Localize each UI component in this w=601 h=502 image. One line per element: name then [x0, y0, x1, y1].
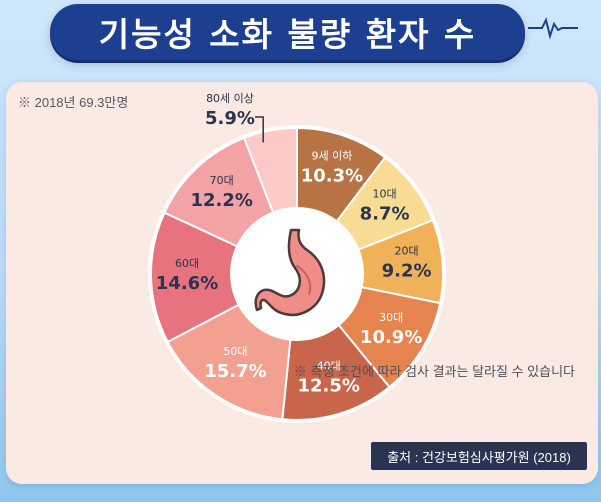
- source-badge: 출처 : 건강보험심사평가원 (2018): [371, 442, 587, 470]
- measurement-footnote: ※ 측정 조건에 따라 검사 결과는 달라질 수 있습니다: [293, 364, 575, 379]
- slice-category-label: 70대: [210, 174, 234, 187]
- slice-value-label: 5.9%: [205, 108, 255, 129]
- slice-category-label: 20대: [395, 244, 419, 257]
- slice-value-label: 12.2%: [190, 190, 252, 211]
- title-banner: 기능성 소화 불량 환자 수: [50, 4, 525, 60]
- slice-category-label: 10대: [372, 187, 396, 200]
- page-title: 기능성 소화 불량 환자 수: [98, 15, 477, 54]
- donut-slice: [166, 303, 292, 421]
- slice-value-label: 10.3%: [301, 166, 363, 187]
- slice-category-label: 40대: [317, 359, 341, 372]
- slice-value-label: 10.9%: [360, 327, 422, 348]
- donut-slice: [150, 211, 240, 344]
- slice-category-label: 80세 이상: [206, 92, 254, 105]
- slice-category-label: 60대: [175, 257, 199, 270]
- slice-value-label: 8.7%: [360, 203, 410, 224]
- donut-hole: [233, 210, 361, 338]
- slice-category-label: 50대: [223, 345, 247, 358]
- slice-value-label: 9.2%: [382, 260, 432, 281]
- callout-leader-line: [255, 116, 264, 143]
- slice-value-label: 14.6%: [156, 273, 218, 294]
- total-note: ※ 2018년 69.3만명: [18, 95, 129, 110]
- slice-value-label: 15.7%: [204, 361, 266, 382]
- donut-slice: [242, 126, 298, 214]
- slice-category-label: 9세 이하: [312, 149, 353, 163]
- slice-category-label: 30대: [379, 311, 403, 324]
- stomach-icon: [254, 228, 326, 317]
- slice-value-label: 12.5%: [297, 375, 359, 396]
- heartbeat-line-icon: [528, 17, 578, 40]
